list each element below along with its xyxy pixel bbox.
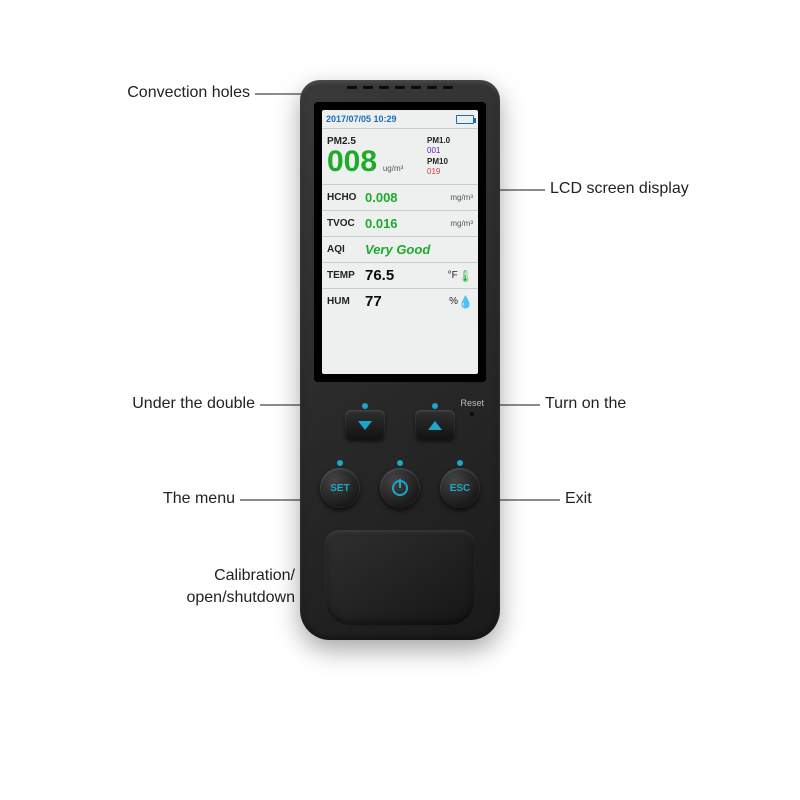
hum-unit: %: [449, 296, 458, 307]
tvoc-label: TVOC: [327, 218, 365, 229]
pm10-value: 019: [427, 167, 473, 177]
pm25-value: 008: [327, 145, 377, 178]
temp-label: TEMP: [327, 270, 365, 281]
reset-pinhole[interactable]: [470, 412, 474, 416]
pm1-value: 001: [427, 146, 473, 156]
callout-menu: The menu: [40, 490, 235, 508]
aqi-label: AQI: [327, 244, 365, 255]
hcho-value: 0.008: [365, 190, 450, 205]
callout-turn-on: Turn on the: [545, 395, 745, 413]
pm1-label: PM1.0: [427, 136, 473, 146]
thermometer-icon: 🌡: [458, 269, 473, 283]
temp-unit: °F: [448, 270, 458, 281]
callout-convection: Convection holes: [40, 84, 250, 102]
battery-icon: [456, 115, 474, 124]
tvoc-unit: mg/m³: [450, 219, 473, 228]
air-quality-monitor-device: 2017/07/05 10:29 PM2.5 008 ug/m³ PM1.0 0…: [300, 80, 500, 640]
lcd-datetime: 2017/07/05 10:29: [326, 114, 397, 124]
power-icon: [392, 480, 408, 496]
hcho-unit: mg/m³: [450, 193, 473, 202]
up-button[interactable]: [415, 410, 455, 440]
chevron-up-icon: [428, 421, 442, 430]
reset-label: Reset: [460, 398, 484, 408]
pm10-label: PM10: [427, 157, 473, 167]
hum-label: HUM: [327, 296, 365, 307]
hum-value: 77: [365, 293, 449, 310]
esc-button-label: ESC: [450, 483, 471, 494]
set-button[interactable]: SET: [320, 468, 360, 508]
down-button[interactable]: [345, 410, 385, 440]
chevron-down-icon: [358, 421, 372, 430]
aqi-value: Very Good: [365, 242, 473, 257]
lcd-screen: 2017/07/05 10:29 PM2.5 008 ug/m³ PM1.0 0…: [322, 110, 478, 374]
tvoc-value: 0.016: [365, 216, 450, 231]
hcho-label: HCHO: [327, 192, 365, 203]
lcd-frame: 2017/07/05 10:29 PM2.5 008 ug/m³ PM1.0 0…: [314, 102, 486, 382]
callout-under-double: Under the double: [40, 395, 255, 413]
device-handle: [325, 530, 475, 625]
temp-value: 76.5: [365, 267, 448, 284]
callout-exit: Exit: [565, 490, 715, 508]
callout-lcd: LCD screen display: [550, 180, 770, 198]
droplet-icon: 💧: [458, 295, 473, 309]
callout-calibration: Calibration/ open/shutdown: [60, 565, 295, 608]
convection-holes: [347, 86, 453, 89]
power-button[interactable]: [380, 468, 420, 508]
set-button-label: SET: [330, 483, 349, 494]
esc-button[interactable]: ESC: [440, 468, 480, 508]
pm25-unit: ug/m³: [383, 164, 403, 173]
